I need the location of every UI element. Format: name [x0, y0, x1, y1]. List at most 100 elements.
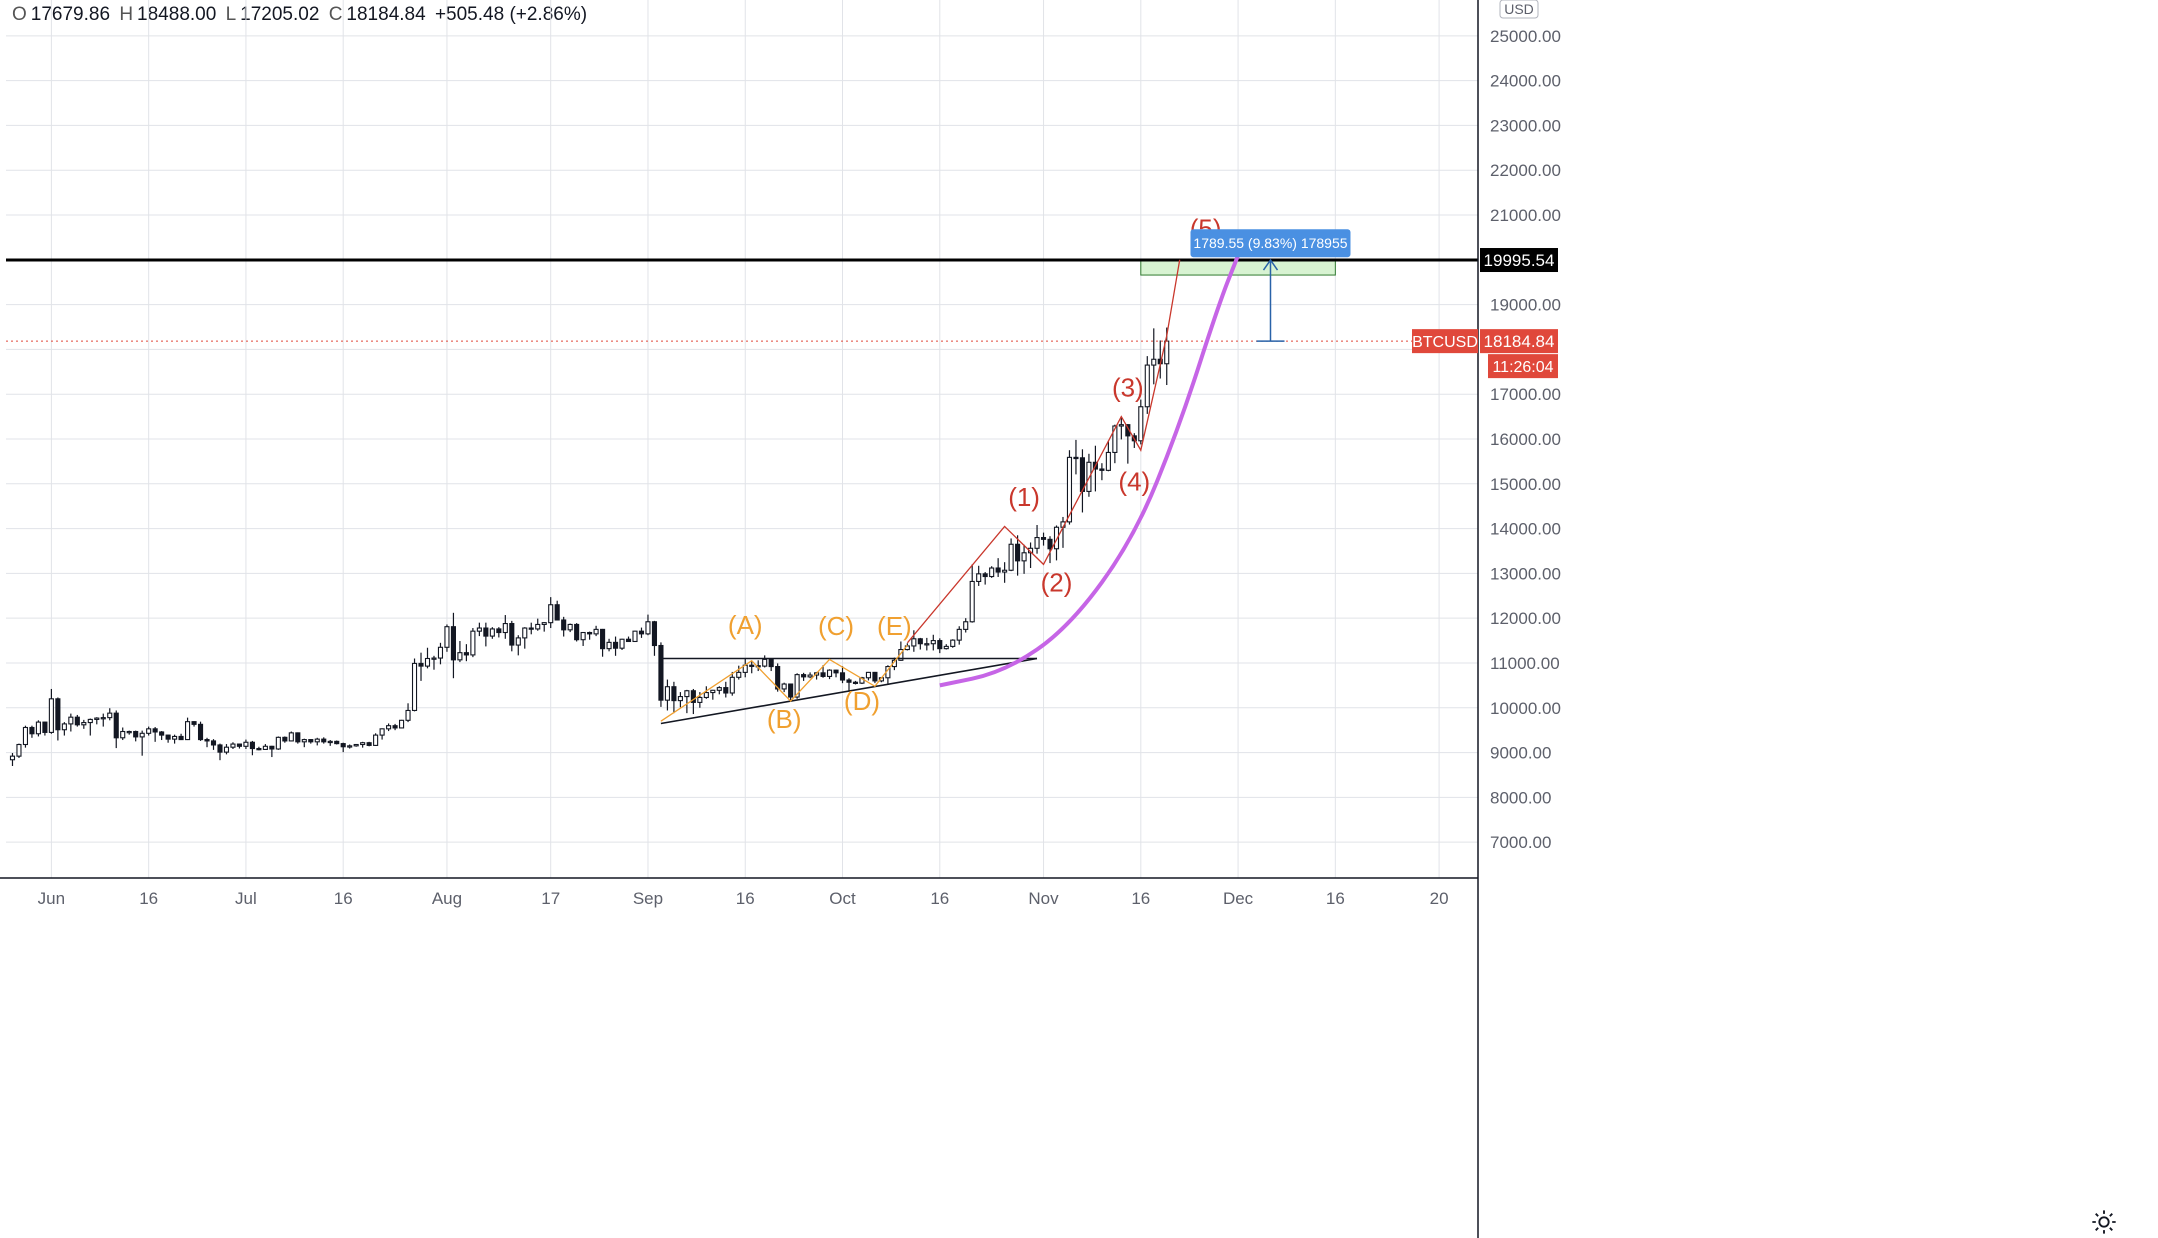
countdown-tag: 11:26:04: [1492, 359, 1553, 376]
candle-body: [852, 681, 859, 684]
close-key: C: [329, 4, 343, 25]
candle-body: [561, 619, 567, 631]
time-tick-label: 16: [736, 889, 755, 908]
time-tick-label: 16: [1131, 889, 1150, 908]
currency-label: USD: [1504, 1, 1534, 17]
candle-body: [133, 730, 139, 738]
candle-body: [470, 630, 476, 656]
candle-body: [535, 623, 541, 630]
price-tick-label: 22000.00: [1490, 161, 1561, 180]
candle-body: [126, 730, 132, 734]
candle-body: [275, 736, 281, 750]
candle-body: [872, 671, 878, 682]
candle-body: [911, 638, 917, 647]
wave-label: (4): [1118, 467, 1150, 497]
candle-body: [833, 669, 839, 674]
candle-body: [762, 658, 768, 667]
candle-body: [74, 716, 80, 726]
candle-body: [373, 734, 379, 746]
triangle-lower-line: [660, 657, 1038, 725]
price-tick-label: 8000.00: [1490, 788, 1551, 807]
time-tick-label: 17: [541, 889, 560, 908]
last-price-tag-bg: [1480, 329, 1558, 354]
candle-body: [113, 712, 119, 739]
candle-body: [865, 671, 872, 679]
candle-body: [463, 652, 469, 656]
candle-body: [593, 628, 599, 635]
candle-body: [48, 698, 54, 733]
candle-body: [794, 674, 800, 698]
candle-body: [1053, 526, 1060, 550]
candle-body: [418, 662, 424, 667]
candle-body: [950, 639, 956, 647]
price-tick-label: 25000.00: [1490, 27, 1561, 46]
candle-body: [204, 739, 210, 742]
measure-label: 1789.55 (9.83%) 178955: [1193, 235, 1347, 251]
candle-body: [515, 637, 521, 646]
candle-body: [340, 743, 346, 748]
wave-label: (C): [818, 611, 854, 641]
candle-body: [982, 573, 988, 578]
time-tick-label: Jul: [235, 889, 257, 908]
time-tick-label: Aug: [432, 889, 462, 908]
candle-body: [930, 640, 936, 645]
candle-body: [671, 686, 677, 702]
candle-body: [969, 580, 975, 623]
candle-body: [405, 709, 411, 721]
impulse-wave-path: [906, 259, 1181, 644]
price-tick-label: 17000.00: [1490, 385, 1561, 404]
candle-body: [502, 623, 508, 634]
candle-body: [1015, 543, 1021, 562]
candle-body: [424, 657, 431, 667]
candle-body: [139, 732, 145, 738]
candle-body: [437, 646, 444, 659]
candle-body: [476, 627, 482, 632]
candle-body: [42, 721, 48, 733]
candle-body: [107, 712, 113, 719]
candle-body: [677, 696, 683, 702]
candle-body: [295, 732, 301, 743]
time-tick-label: 20: [1430, 889, 1449, 908]
price-tick-label: 16000.00: [1490, 430, 1561, 449]
candle-body: [230, 743, 236, 748]
candle-body: [120, 730, 126, 739]
candle-body: [87, 718, 93, 724]
time-tick-label: Nov: [1028, 889, 1059, 908]
candle-body: [580, 631, 586, 641]
candle-body: [256, 747, 262, 751]
high-key: H: [119, 4, 133, 25]
close-value: 18184.84: [346, 4, 425, 25]
candle-body: [807, 674, 813, 678]
candle-body: [301, 739, 307, 743]
currency-box[interactable]: [1499, 0, 1539, 19]
time-tick-label: 16: [930, 889, 949, 908]
candle-body: [1034, 537, 1040, 549]
gear-icon[interactable]: [2090, 1208, 2118, 1236]
candle-body: [943, 645, 949, 650]
candle-body: [178, 735, 184, 741]
candle-body: [801, 674, 807, 678]
candle-body: [61, 723, 67, 731]
price-tick-label: 23000.00: [1490, 116, 1561, 135]
price-tick-label: 14000.00: [1490, 520, 1561, 539]
candle-body: [976, 573, 982, 583]
candle-body: [269, 745, 275, 750]
candle-body: [658, 644, 664, 701]
candle-body: [379, 728, 385, 736]
abcde-wave-path: [660, 644, 908, 722]
candle-body: [191, 721, 197, 725]
last-price-tag: 18184.84: [1484, 332, 1555, 351]
wave-label: (2): [1041, 567, 1073, 597]
candle-body: [710, 689, 716, 694]
candle-body: [684, 690, 690, 698]
candle-body: [690, 690, 696, 703]
time-tick-label: Sep: [633, 889, 663, 908]
time-tick-label: 16: [1326, 889, 1345, 908]
candle-body: [716, 687, 722, 691]
candle-body: [839, 672, 846, 681]
candle-body: [217, 744, 223, 753]
symbol-tag-bg: [1412, 329, 1478, 354]
candle-body: [1105, 451, 1111, 471]
candle-body: [308, 739, 314, 743]
